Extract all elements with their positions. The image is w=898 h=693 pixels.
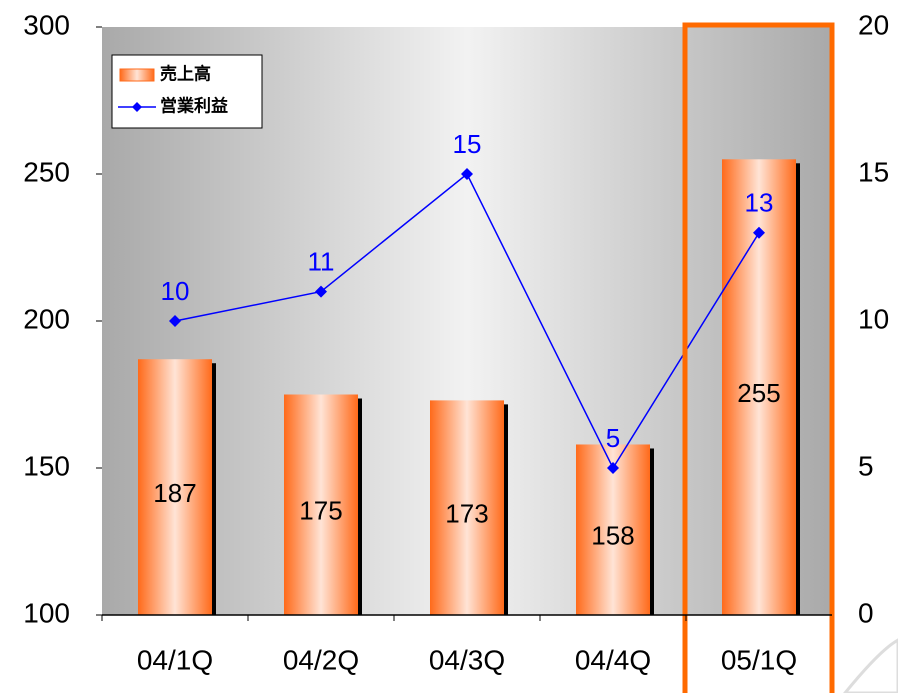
legend-swatch	[119, 68, 155, 82]
bar-value-label: 175	[299, 496, 342, 526]
y2-tick-label: 15	[858, 156, 889, 187]
decor-curve	[843, 638, 898, 693]
y-tick-label: 250	[23, 156, 70, 187]
legend-marker	[132, 102, 142, 112]
x-tick-label: 04/2Q	[283, 644, 359, 675]
x-tick-label: 04/1Q	[137, 644, 213, 675]
x-tick-label: 04/4Q	[575, 644, 651, 675]
y2-tick-label: 10	[858, 303, 889, 334]
bar	[138, 359, 212, 615]
line-value-label: 11	[308, 246, 335, 276]
y-tick-label: 100	[23, 597, 70, 628]
bar-value-label: 255	[737, 378, 780, 408]
bar-value-label: 187	[153, 478, 196, 508]
bar	[284, 394, 358, 615]
line-marker	[753, 226, 765, 239]
line-value-label: 5	[606, 423, 620, 453]
marks: 187 175 173 158 255 10 11 15 5 13	[138, 129, 800, 616]
line-marker	[315, 285, 327, 298]
x-tick-label: 05/1Q	[721, 644, 797, 675]
y-tick-label: 300	[23, 9, 70, 40]
y-tick-label: 200	[23, 303, 70, 334]
y2-tick-label: 5	[858, 450, 874, 481]
line-marker	[169, 315, 181, 327]
bar-value-label: 173	[445, 499, 488, 529]
y-tick-label: 150	[23, 450, 70, 481]
line-marker	[461, 168, 473, 180]
y2-tick-label: 20	[858, 9, 889, 40]
line-value-label: 10	[161, 276, 190, 306]
legend-box	[111, 54, 263, 129]
y2-tick-label: 0	[858, 597, 874, 628]
line-value-label: 13	[745, 188, 774, 218]
highlight-frame	[682, 22, 835, 693]
bar-value-label: 158	[591, 521, 634, 551]
bar	[430, 400, 504, 615]
legend-label: 営業利益	[160, 95, 228, 115]
line-marker	[607, 462, 619, 474]
legend-label: 売上高	[160, 63, 211, 83]
line-value-label: 15	[453, 129, 482, 159]
x-tick-label: 04/3Q	[429, 644, 505, 675]
